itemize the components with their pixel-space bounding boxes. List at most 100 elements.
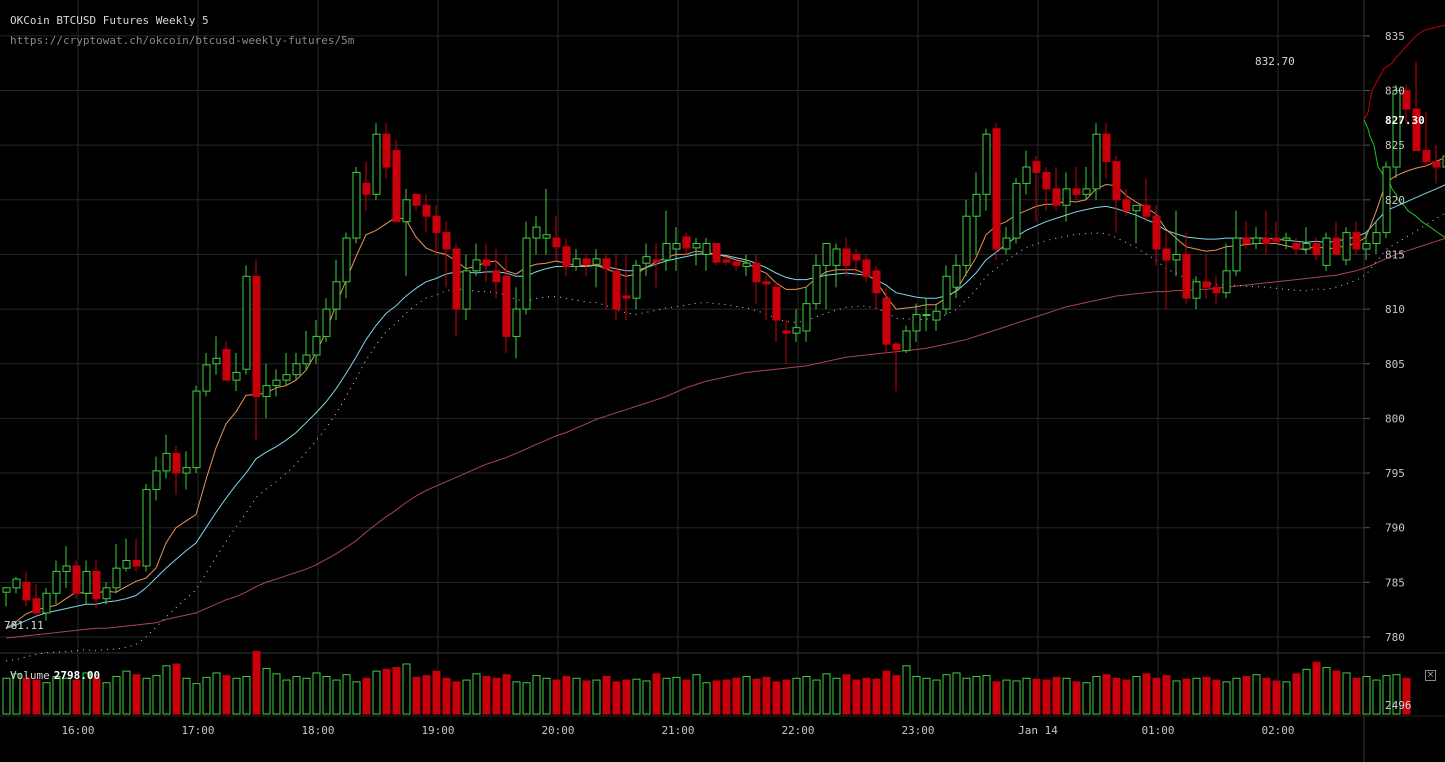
volume-axis-label: 2496 [1385,699,1412,712]
volume-bar [812,679,821,715]
candle-body [1092,133,1101,190]
volume-bar [1082,682,1091,715]
volume-bar [1152,677,1161,715]
candle-body [162,452,171,472]
candle-body [392,150,401,223]
volume-bar [1092,676,1101,715]
volume-bar [42,682,51,715]
candle-body [402,199,411,223]
candle-body [1072,188,1081,195]
candle-body [502,275,511,337]
candle-body [32,598,41,614]
y-tick-label: 780 [1385,631,1405,644]
volume-bar [242,676,251,715]
candle-body [1422,150,1431,163]
y-tick-label: 820 [1385,194,1405,207]
candle-body [202,364,211,392]
candle-body [572,258,581,267]
volume-bar [252,651,261,715]
candle-body [742,262,751,267]
x-tick-label: 23:00 [901,724,934,737]
volume-bar [1242,676,1251,715]
volume-bar [572,677,581,715]
volume-bar [1312,661,1321,715]
close-icon[interactable]: × [1425,670,1436,681]
candle-body [762,281,771,285]
candle-body [842,248,851,266]
candle-body [1162,248,1171,261]
candle-body [102,587,111,600]
x-tick-label: 22:00 [781,724,814,737]
volume-bar [52,676,61,715]
volume-value: 2798.00 [53,669,101,682]
candle-body [1392,90,1401,168]
candle-body [1372,232,1381,245]
volume-bar [602,676,611,715]
candle-body [22,581,31,601]
candle-body [752,262,761,283]
volume-bar [1102,674,1111,715]
volume-bar [412,676,421,715]
chart-url[interactable]: https://cryptowat.ch/okcoin/btcusd-weekl… [10,34,355,47]
candle-body [952,264,961,288]
volume-bar [622,679,631,715]
volume-bar [102,682,111,715]
low-price-label: 781.11 [4,619,44,632]
volume-bar [202,676,211,715]
volume-bar [342,674,351,715]
candle-body [612,270,621,310]
candle-body [152,470,161,490]
candle-body [462,270,471,310]
candle-body [12,578,21,589]
volume-bar [1062,677,1071,715]
depth-ask-line [1363,24,1445,121]
volume-bar [542,677,551,715]
x-tick-label: 17:00 [181,724,214,737]
volume-bar [592,679,601,715]
volume-bar [522,682,531,715]
y-tick-label: 825 [1385,139,1405,152]
volume-bar [1192,677,1201,715]
candle-body [1342,232,1351,261]
volume-bar [932,679,941,715]
indicator-lines [5,157,1445,662]
candle-body [1242,237,1251,245]
volume-bar [1292,673,1301,715]
candle-body [922,314,931,317]
depth-bid-line [1363,119,1445,239]
ema-slow-line [5,184,1445,629]
volume-bar [982,675,991,715]
candle-body [812,264,821,305]
volume-bar [1202,676,1211,715]
y-tick-label: 785 [1385,576,1405,589]
candle-body [662,243,671,261]
candle-body [1212,286,1221,294]
volume-bar [802,676,811,715]
volume-bar [1332,670,1341,715]
candle-body [772,286,781,321]
candle-body [1142,204,1151,217]
candle-body [532,226,541,239]
volume-bar [432,670,441,715]
candle-body [382,133,391,168]
candle-body [632,264,641,299]
volume-bar [422,675,431,715]
volume-bar [502,674,511,715]
x-tick-label: 19:00 [421,724,454,737]
volume-bar [552,679,561,715]
volume-bar [652,673,661,715]
y-tick-label: 800 [1385,412,1405,425]
volume-bar [842,674,851,715]
volume-bar [782,679,791,715]
volume-bar [792,677,801,715]
volume-bar [312,672,321,715]
candle-body [212,357,221,365]
volume-bar [702,682,711,715]
volume-bar [1112,677,1121,715]
candle-body [712,243,721,263]
candle-body [892,343,901,351]
volume-bar [952,672,961,715]
candle-body [492,270,501,283]
